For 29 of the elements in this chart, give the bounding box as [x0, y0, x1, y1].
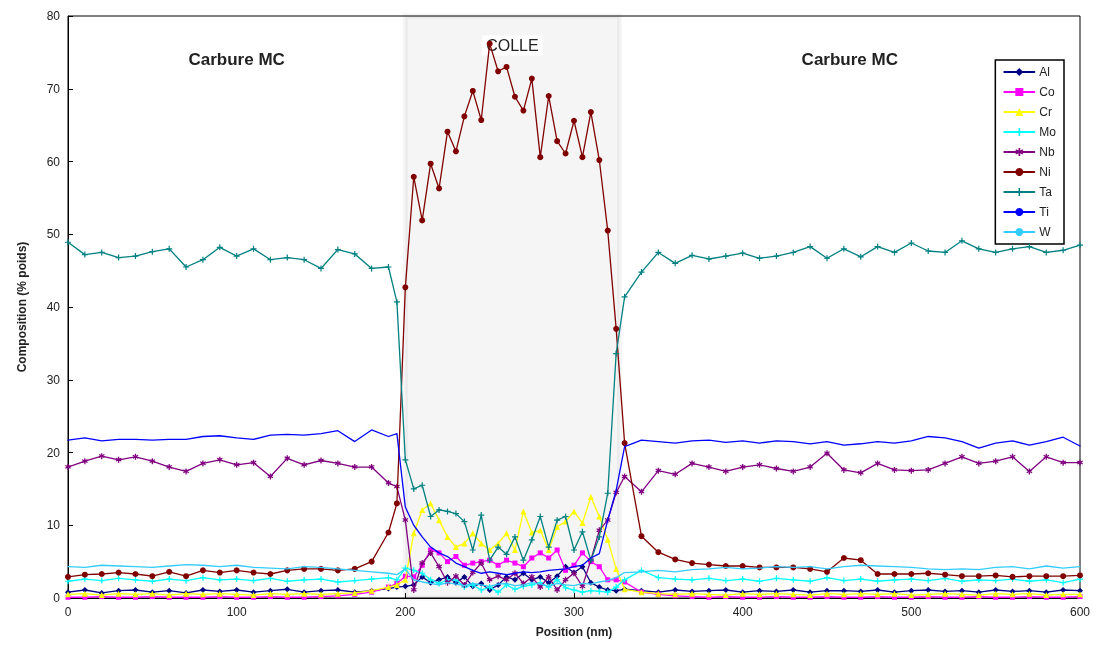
- y-tick-label: 10: [46, 518, 61, 533]
- y-tick-label: 30: [46, 372, 61, 387]
- legend-label: W: [1039, 225, 1052, 239]
- legend-label: Ta: [1039, 185, 1053, 199]
- y-tick-label: 0: [53, 591, 61, 605]
- legend-label: Cr: [1039, 105, 1052, 119]
- x-tick-label: 200: [395, 605, 416, 619]
- legend-label: Mo: [1039, 125, 1057, 139]
- y-tick-label: 20: [46, 445, 61, 460]
- legend-label: Al: [1039, 65, 1050, 79]
- x-tick-label: 0: [64, 605, 72, 619]
- y-tick-label: 70: [46, 81, 61, 96]
- y-tick-label: 50: [46, 227, 61, 242]
- legend-label: Nb: [1039, 145, 1055, 159]
- annotation: Carbure MC: [188, 50, 285, 70]
- legend-label: Co: [1039, 85, 1055, 99]
- x-tick-label: 300: [563, 605, 585, 619]
- x-tick-label: 400: [732, 605, 753, 619]
- legend-label: Ti: [1039, 205, 1049, 219]
- x-tick-label: 100: [226, 605, 247, 619]
- legend-label: Ni: [1039, 165, 1051, 179]
- x-tick-label: 500: [901, 605, 922, 619]
- y-tick-label: 40: [46, 300, 61, 314]
- y-tick-label: 80: [46, 9, 61, 23]
- y-tick-label: 60: [46, 154, 61, 169]
- x-tick-label: 600: [1069, 605, 1091, 619]
- y-axis-title: Composition (% poids): [15, 241, 29, 373]
- x-axis-title: Position (nm): [535, 625, 613, 639]
- annotation: Carbure MC: [801, 50, 898, 70]
